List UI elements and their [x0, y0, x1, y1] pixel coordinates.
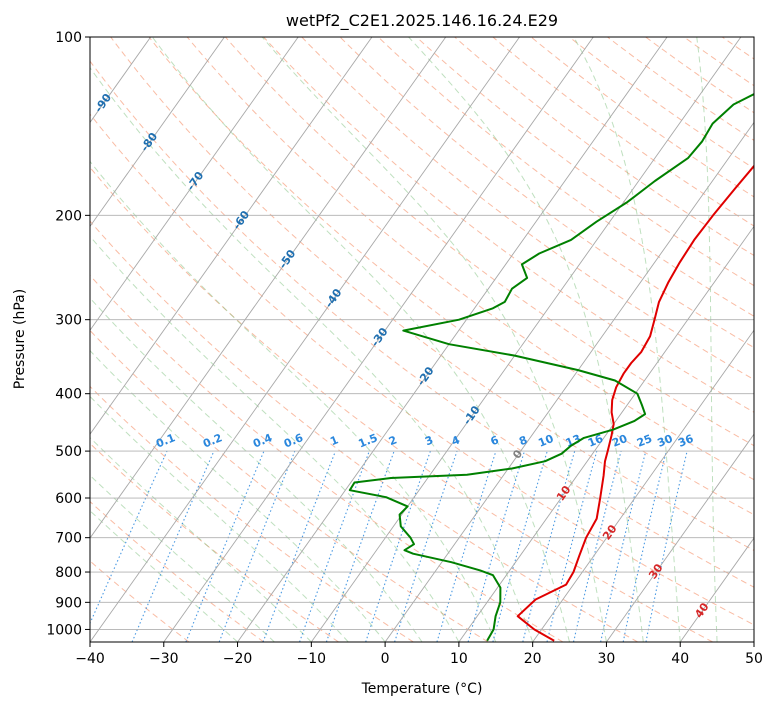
moist-adiabat-line — [90, 395, 349, 642]
dry-adiabat-line — [492, 37, 754, 227]
x-tick-label: 40 — [671, 651, 689, 667]
dry-adiabat-line — [90, 274, 564, 642]
background-lines — [90, 37, 754, 642]
y-tick-label: 100 — [55, 30, 82, 46]
x-tick-label: 30 — [598, 651, 616, 667]
y-tick-label: 500 — [55, 444, 82, 460]
mixing-ratio-line — [262, 450, 337, 642]
y-tick-label: 700 — [55, 531, 82, 547]
dry-adiabat-line — [301, 37, 754, 381]
mixing-ratio-label: 13 — [564, 432, 583, 450]
x-tick-label: 50 — [745, 651, 763, 667]
mixing-ratio-line — [325, 450, 395, 642]
chart-title: wetPf2_C2E1.2025.146.16.24.E29 — [286, 11, 558, 31]
isotherm-line — [90, 37, 299, 332]
dewpoint-profile-line — [348, 92, 754, 642]
mixing-ratio-label: 30 — [655, 432, 674, 450]
y-axis-title: Pressure (hPa) — [12, 289, 28, 389]
mixing-ratio-line — [299, 450, 370, 642]
mixing-ratio-label: 2 — [387, 433, 399, 448]
y-tick-label: 400 — [55, 387, 82, 403]
y-tick-label: 600 — [55, 491, 82, 507]
y-tick-label: 800 — [55, 565, 82, 581]
mixing-ratio-line — [522, 450, 576, 642]
moist-adiabat-line — [407, 37, 644, 642]
isotherm-line — [606, 433, 754, 642]
moist-adiabat-line — [90, 66, 534, 642]
isotherm-line — [90, 37, 373, 435]
mixing-ratio-label: 20 — [610, 432, 629, 450]
x-tick-label: −20 — [223, 651, 253, 667]
dry-adiabat-line — [90, 166, 713, 642]
dry-adiabat-line — [90, 442, 339, 642]
x-tick-label: 20 — [524, 651, 542, 667]
mixing-ratio-line — [546, 450, 598, 642]
x-tick-label: 10 — [450, 651, 468, 667]
x-axis: −40 −30 −20 −10 0 10 20 30 40 50 — [75, 642, 763, 667]
y-tick-label: 200 — [55, 208, 82, 224]
mixing-ratio-line — [600, 450, 647, 642]
mixing-ratio-label: 8 — [517, 433, 529, 448]
moist-adiabat-line — [261, 37, 607, 642]
isotherm-line — [90, 37, 520, 642]
dry-adiabat-line — [90, 113, 754, 626]
y-tick-label: 1000 — [46, 622, 82, 638]
mixing-ratio-label: 10 — [536, 432, 555, 450]
mixing-ratio-label: 1 — [328, 433, 340, 448]
mixing-ratio-label: 3 — [423, 433, 435, 448]
mixing-ratio-line — [185, 450, 265, 642]
mixing-ratio-line — [572, 450, 622, 642]
dry-adiabat-line — [110, 37, 754, 552]
isotherm-line — [90, 37, 447, 539]
mixing-ratio-label: 36 — [676, 432, 695, 450]
moist-adiabat-line — [90, 160, 497, 642]
mixing-ratio-line — [90, 450, 168, 625]
x-tick-label: −40 — [75, 651, 105, 667]
mixing-ratio-line — [467, 450, 526, 642]
isotherm-line — [310, 37, 742, 642]
y-tick-label: 900 — [55, 595, 82, 611]
moist-adiabat-line — [90, 474, 275, 642]
isotherm-line — [679, 537, 754, 642]
isotherm-line — [90, 37, 225, 228]
sounding-profiles — [348, 92, 754, 642]
isotherm-line — [384, 121, 754, 642]
mixing-ratio-line — [365, 450, 431, 642]
isotherm-line — [237, 37, 668, 642]
moist-adiabat-line — [573, 37, 681, 642]
mixing-ratio-label: 25 — [635, 432, 654, 450]
x-axis-title: Temperature (°C) — [361, 681, 483, 697]
isotherm-line — [458, 225, 754, 642]
dry-adiabat-line — [225, 37, 754, 447]
y-tick-label: 300 — [55, 313, 82, 329]
dry-adiabat-line — [416, 37, 754, 287]
x-tick-label: 0 — [381, 651, 390, 667]
x-tick-label: −30 — [149, 651, 179, 667]
moist-adiabat-line — [90, 510, 238, 642]
temperature-profile-line — [516, 164, 754, 642]
dry-adiabat-line — [454, 37, 754, 257]
moist-adiabat-line — [90, 297, 423, 642]
moist-adiabat-line — [90, 235, 460, 642]
moist-adiabat-line — [696, 37, 718, 642]
dry-adiabat-line — [263, 37, 754, 413]
mixing-ratio-line — [622, 450, 667, 642]
mixing-ratio-line — [218, 450, 296, 642]
moist-adiabat-line — [151, 37, 571, 642]
dry-adiabat-line — [90, 60, 754, 588]
dry-adiabat-line — [377, 37, 754, 317]
y-axis: 100 200 300 400 500 600 700 800 900 1000 — [46, 30, 90, 638]
dry-adiabat-line — [339, 37, 754, 349]
plot-frame — [89, 36, 755, 643]
isotherm-line — [532, 329, 754, 642]
dry-adiabat-line — [90, 500, 265, 642]
moist-adiabat-line — [90, 349, 386, 642]
mixing-ratio-line — [436, 450, 497, 642]
dry-adiabat-line — [90, 329, 489, 642]
isotherm-line — [163, 37, 594, 642]
x-tick-label: −10 — [297, 651, 327, 667]
